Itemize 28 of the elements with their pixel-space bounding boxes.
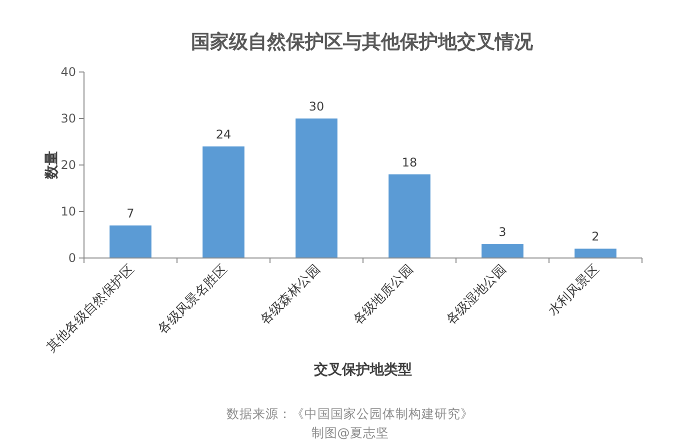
y-tick-label: 10 (60, 204, 76, 218)
bar (482, 244, 524, 258)
bar (574, 248, 616, 258)
x-tick-label: 各级森林公园 (258, 262, 324, 328)
x-tick-label: 各级风景名胜区 (155, 262, 230, 338)
data-label: 24 (216, 127, 232, 142)
chart-title: 国家级自然保护区与其他保护地交叉情况 (191, 31, 534, 53)
y-tick-label: 0 (68, 251, 76, 265)
x-axis-title: 交叉保护地类型 (313, 361, 412, 378)
text: 制图@夏志坚 (311, 425, 389, 440)
y-axis-title: 数量 (44, 151, 60, 180)
data-label: 30 (308, 100, 324, 114)
x-tick-label: 其他各级自然保护区 (44, 262, 138, 356)
x-tick-label: 水利风景区 (546, 262, 602, 319)
bar (110, 225, 152, 258)
data-label: 18 (402, 155, 418, 170)
y-tick-label: 40 (60, 65, 76, 79)
data-label: 7 (126, 206, 134, 220)
y-tick-label: 30 (60, 112, 76, 126)
bar (202, 146, 244, 258)
bar (388, 174, 430, 258)
source-note: 数据来源：《中国国家公园体制构建研究》 (226, 406, 474, 421)
data-label: 2 (592, 230, 600, 244)
x-tick-label: 各级地质公园 (350, 262, 416, 328)
x-tick-label: 各级湿地公园 (444, 262, 510, 328)
bar (296, 118, 338, 258)
y-tick-label: 20 (60, 158, 76, 172)
data-label: 3 (498, 225, 506, 240)
